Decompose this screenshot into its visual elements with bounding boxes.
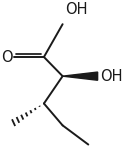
Text: O: O	[1, 50, 12, 64]
Text: OH: OH	[66, 2, 88, 17]
Text: OH: OH	[101, 69, 123, 84]
Polygon shape	[63, 72, 98, 80]
